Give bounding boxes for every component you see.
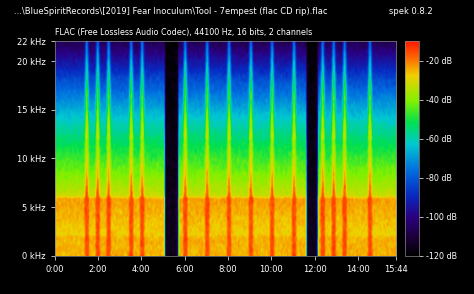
Text: FLAC (Free Lossless Audio Codec), 44100 Hz, 16 bits, 2 channels: FLAC (Free Lossless Audio Codec), 44100 … bbox=[55, 28, 312, 37]
Text: ...\BlueSpiritRecords\[2019] Fear Inoculum\Tool - 7empest (flac CD rip).flac: ...\BlueSpiritRecords\[2019] Fear Inocul… bbox=[14, 7, 328, 16]
Text: spek 0.8.2: spek 0.8.2 bbox=[389, 7, 432, 16]
